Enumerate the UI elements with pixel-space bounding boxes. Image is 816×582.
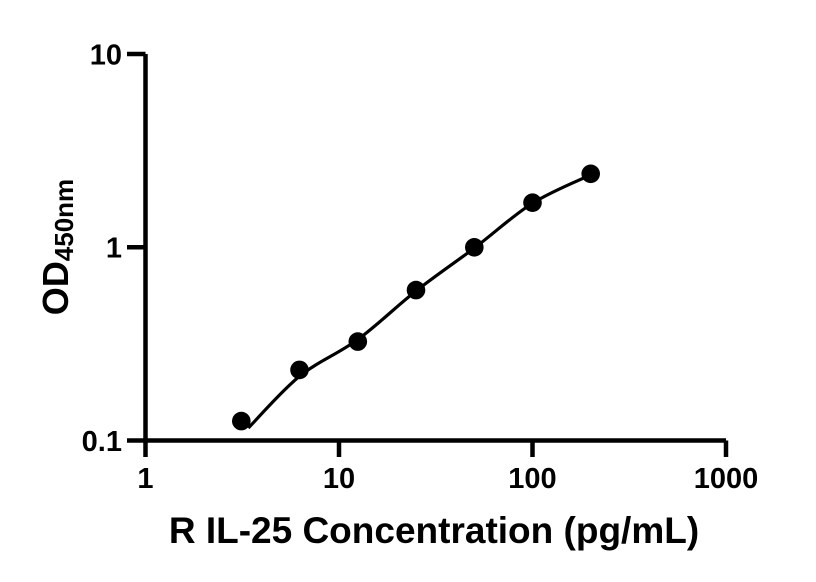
x-tick-label-100: 100 xyxy=(508,463,556,495)
data-point xyxy=(348,332,368,351)
data-point xyxy=(523,193,542,212)
data-point xyxy=(581,164,600,184)
y-tick-label-1: 1 xyxy=(106,233,122,265)
y-axis-title: OD450nm xyxy=(35,179,79,315)
data-point xyxy=(465,238,484,257)
data-point xyxy=(232,411,251,431)
fit-curve-line xyxy=(247,173,592,430)
y-tick-label-0-1: 0.1 xyxy=(82,426,122,458)
data-point xyxy=(406,280,426,300)
x-tick-label-10: 10 xyxy=(323,463,355,495)
x-axis-title: R IL-25 Concentration (pg/mL) xyxy=(169,510,699,551)
data-point-group xyxy=(232,164,600,431)
x-tick-label-1000: 1000 xyxy=(694,463,759,495)
x-tick-label-1: 1 xyxy=(137,463,153,495)
axes xyxy=(127,51,729,457)
y-tick-labels: 10 1 0.1 xyxy=(82,40,122,459)
x-tick-labels: 1 10 100 1000 xyxy=(137,463,758,495)
y-axis-title-sub: 450nm xyxy=(49,179,79,261)
y-axis-title-main: OD xyxy=(35,261,76,315)
y-tick-label-10: 10 xyxy=(90,40,122,72)
data-point xyxy=(290,360,309,380)
